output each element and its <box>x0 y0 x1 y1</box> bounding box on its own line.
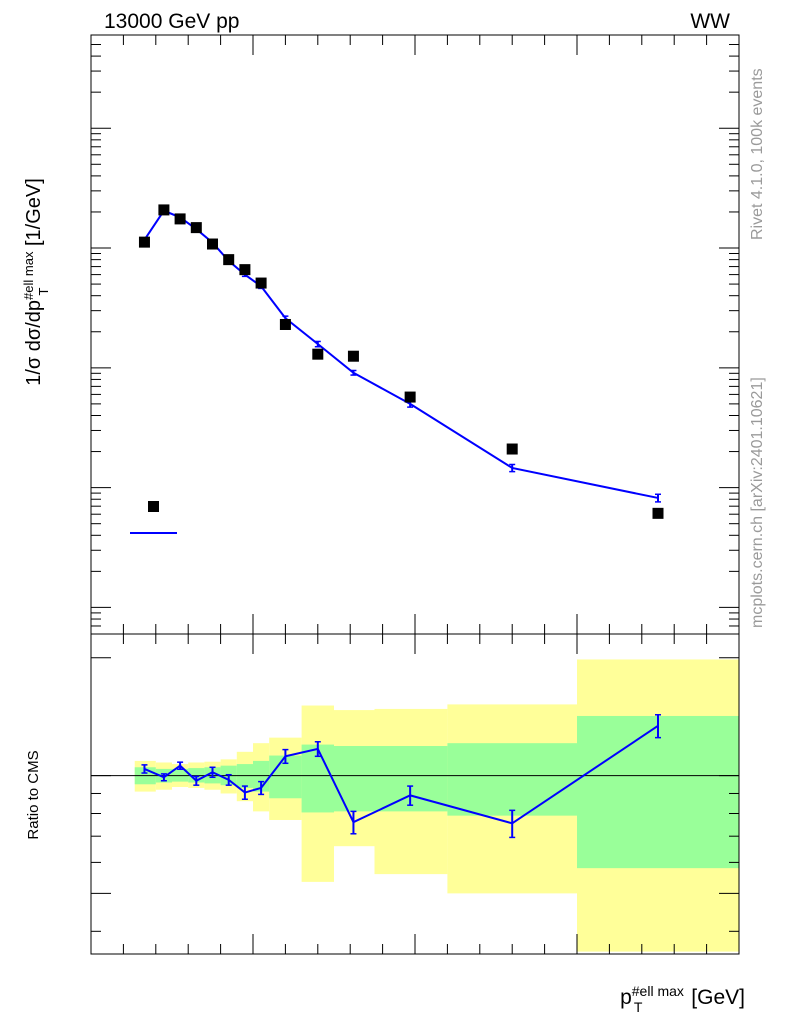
side-label-mcplots: mcplots.cern.ch [arXiv:2401.10621] <box>749 377 766 628</box>
cms-data-point <box>255 277 267 289</box>
main-plot-data <box>138 204 664 519</box>
ratio-line <box>144 724 659 825</box>
side-label-rivet: Rivet 4.1.0, 100k events <box>749 68 766 240</box>
header-left: 13000 GeV pp <box>104 10 239 33</box>
ratio-plot-data <box>91 659 739 952</box>
cms-data-point <box>279 318 291 330</box>
ratio-y-axis-label: Ratio to CMS <box>25 750 42 839</box>
cms-data-point <box>190 222 202 234</box>
cms-data-point <box>312 348 324 360</box>
cms-data-point <box>223 254 235 266</box>
legend-cms-marker <box>148 501 159 512</box>
stat-uncertainty-band <box>447 743 577 816</box>
stat-uncertainty-band <box>577 715 739 869</box>
main-plot <box>90 34 740 635</box>
stat-uncertainty-band <box>334 746 375 812</box>
cms-data-point <box>207 238 218 250</box>
cms-data-point <box>138 236 150 248</box>
ratio-plot-frame <box>90 633 740 955</box>
cms-data-point <box>174 213 186 225</box>
cms-data-point <box>506 443 518 455</box>
main-y-axis-label: 1/σ dσ/dp#ell maxT [1/GeV] <box>21 178 51 386</box>
cms-data-point <box>652 507 664 519</box>
cms-data-point <box>404 391 416 403</box>
main-plot-background <box>91 35 739 634</box>
cms-data-point <box>347 350 359 362</box>
ratio-plot <box>90 633 740 955</box>
header-right: WW <box>690 10 730 33</box>
cms-data-point <box>158 204 170 216</box>
cms-data-point <box>239 264 251 276</box>
x-axis-label: p#ell max T [GeV] <box>620 983 745 1015</box>
